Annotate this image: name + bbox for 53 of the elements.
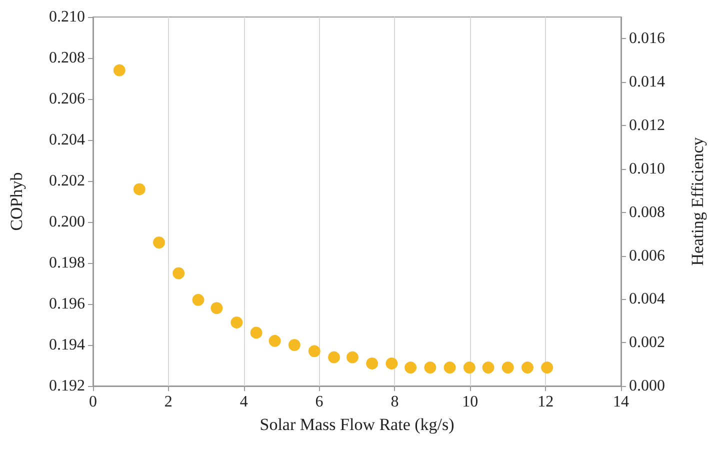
y2-tick-label: 0.016 xyxy=(629,30,665,48)
y-tick-label: 0.206 xyxy=(49,90,85,108)
point xyxy=(346,351,358,364)
y-tick-label: 0.208 xyxy=(49,50,85,66)
x-tick-label: 4 xyxy=(240,394,248,410)
y2-tick-label: 0.014 xyxy=(629,74,665,91)
point xyxy=(133,183,146,196)
y2-tick-label: 0.002 xyxy=(629,334,665,352)
y2-tick-label: 0.000 xyxy=(629,378,665,394)
point xyxy=(482,362,494,374)
y-tick-label: 0.198 xyxy=(49,254,85,272)
x-tick-label: 6 xyxy=(315,394,324,410)
x-tick-label: 2 xyxy=(164,394,172,410)
x-tick-label: 0 xyxy=(89,394,97,410)
y-axis-title: COPhyb xyxy=(7,172,26,231)
point xyxy=(268,334,281,347)
y2-tick-label: 0.006 xyxy=(629,247,665,264)
y-tick-label: 0.202 xyxy=(49,172,85,190)
point xyxy=(424,362,436,374)
point xyxy=(521,362,534,374)
point xyxy=(444,362,456,374)
point xyxy=(172,267,185,280)
y2-tick-label: 0.008 xyxy=(629,204,665,221)
x-tick-label: 8 xyxy=(390,394,399,410)
point xyxy=(502,362,514,374)
point xyxy=(153,236,165,248)
y2-tick-label: 0.012 xyxy=(629,117,665,134)
y2-axis-title: Heating Efficiency xyxy=(688,136,707,266)
y-tick-label: 0.196 xyxy=(49,296,85,312)
point xyxy=(386,357,398,370)
point xyxy=(210,302,223,314)
point xyxy=(541,362,554,374)
y-tick-label: 0.204 xyxy=(49,132,85,148)
point xyxy=(328,351,340,364)
x-tick-label: 14 xyxy=(613,394,629,410)
y2-tick-label: 0.004 xyxy=(629,290,665,308)
x-axis-title: Solar Mass Flow Rate (kg/s) xyxy=(260,415,454,434)
point xyxy=(463,362,476,374)
x-tick-label: 10 xyxy=(462,394,478,410)
point xyxy=(366,357,378,370)
point xyxy=(192,294,204,306)
y-tick-label: 0.200 xyxy=(49,214,85,230)
y2-tick-label: 0.010 xyxy=(629,160,665,178)
point xyxy=(404,362,417,374)
y-tick-label: 0.210 xyxy=(49,8,85,26)
x-tick-label: 12 xyxy=(538,394,554,410)
point xyxy=(113,64,126,76)
point xyxy=(288,339,300,351)
point xyxy=(230,316,243,328)
point xyxy=(250,326,262,339)
y-tick-label: 0.194 xyxy=(49,336,85,354)
y-tick-label: 0.192 xyxy=(49,378,85,394)
point xyxy=(308,345,320,358)
